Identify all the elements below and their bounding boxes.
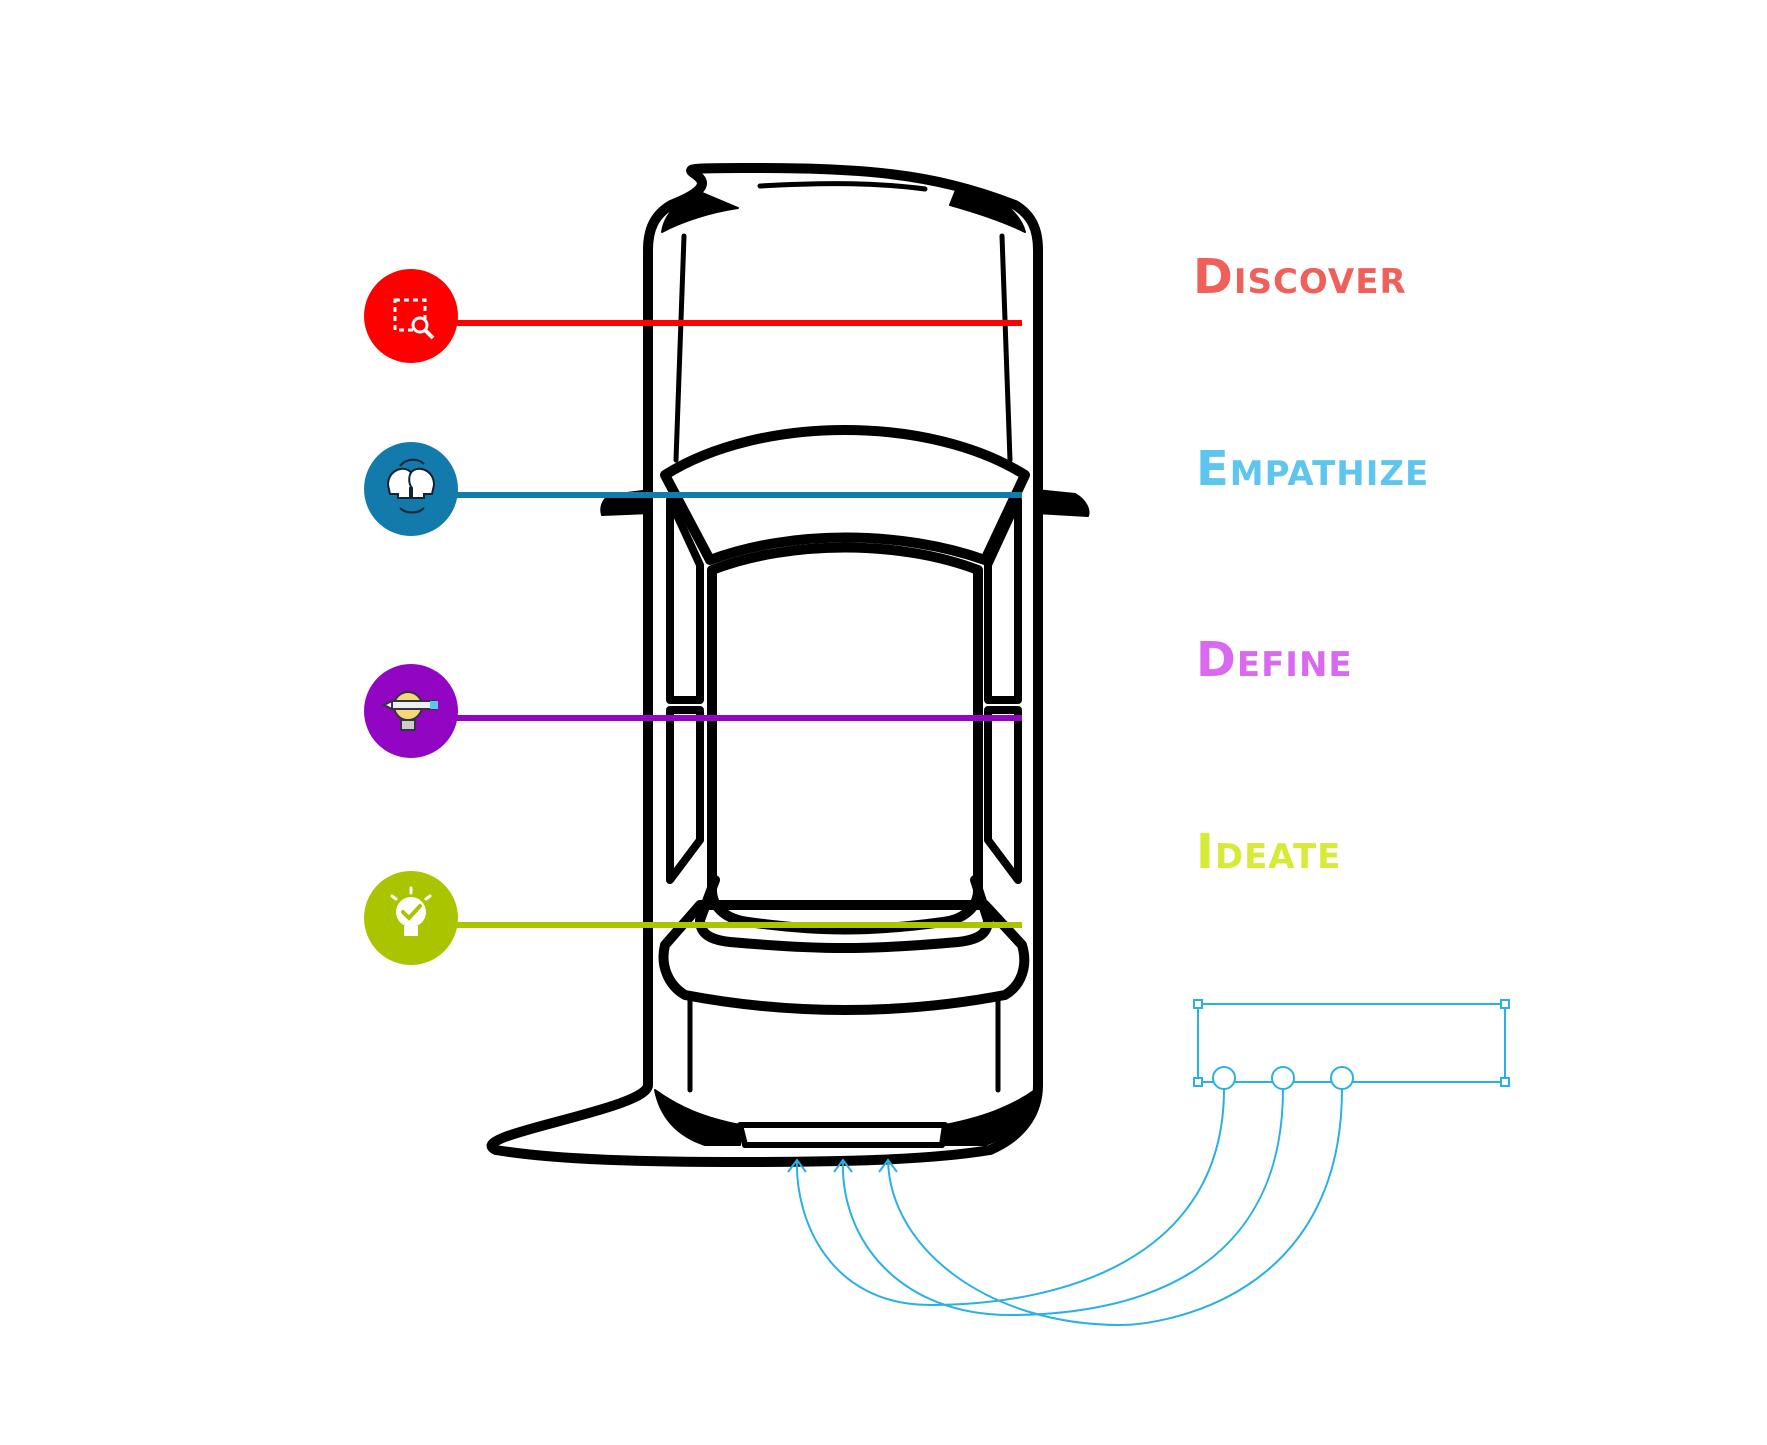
car-window-rear-left	[666, 706, 704, 884]
selection-box[interactable]	[1197, 1003, 1506, 1083]
connector-curve-1	[795, 1088, 1225, 1307]
stage-lines	[452, 320, 1022, 928]
arrowhead-1	[787, 1158, 807, 1173]
selection-handle-tl[interactable]	[1193, 999, 1203, 1009]
discover-label: Discover	[1193, 249, 1407, 305]
car-roof	[707, 542, 983, 935]
discover-circle	[364, 269, 458, 363]
car-window-front-left	[666, 496, 704, 704]
arrowhead-3	[878, 1158, 898, 1173]
lightbulb-check-icon	[390, 886, 432, 936]
define-label: Define	[1196, 632, 1353, 688]
car-rear-bumper	[737, 1122, 948, 1148]
connector-port-1[interactable]	[1212, 1066, 1236, 1090]
car-rear-corner-left	[654, 1089, 741, 1146]
empathize-label: Empathize	[1196, 441, 1430, 497]
ideate-label: Ideate	[1196, 824, 1342, 880]
lightbulb-pen-icon	[381, 691, 438, 731]
connector-curve-3	[887, 1088, 1343, 1327]
car-hood-line-right	[999, 233, 1013, 463]
arrowhead-2	[833, 1158, 853, 1173]
car-windshield	[660, 425, 1030, 565]
car-hood-line-left	[673, 233, 687, 463]
car-window-rear-right	[984, 706, 1022, 884]
car-front-corner-left	[661, 191, 739, 233]
search-selection-icon	[393, 298, 435, 340]
define-badge	[364, 664, 458, 758]
discover-badge	[364, 269, 458, 363]
empathize-badge	[364, 442, 458, 536]
car-body-outline	[486, 163, 1043, 1167]
car-trunk	[658, 900, 1030, 1015]
car-rear-corner-right	[944, 1089, 1036, 1146]
car-top-view	[486, 163, 1090, 1167]
car-windshield-top	[757, 181, 928, 192]
selection-handle-bl[interactable]	[1193, 1077, 1203, 1087]
car-window-front-right	[984, 496, 1022, 704]
ideate-badge	[364, 871, 458, 965]
connector-port-3[interactable]	[1330, 1066, 1354, 1090]
connector-selection	[787, 999, 1510, 1327]
car-mirror-right	[1035, 489, 1090, 517]
car-front-corner-right	[949, 184, 1026, 233]
selection-handle-br[interactable]	[1500, 1077, 1510, 1087]
selection-handle-tr[interactable]	[1500, 999, 1510, 1009]
connector-port-2[interactable]	[1271, 1066, 1295, 1090]
car-rear-window	[695, 875, 993, 953]
stage-icon-circles	[364, 269, 458, 965]
two-heads-exchange-icon	[386, 458, 436, 514]
